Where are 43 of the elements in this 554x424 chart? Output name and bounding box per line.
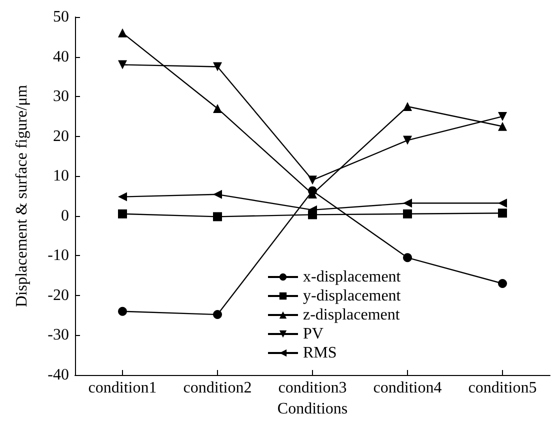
- point: [403, 102, 412, 111]
- y-tick-label: -40: [48, 366, 69, 384]
- x-tick-label: condition4: [373, 380, 442, 396]
- point: [498, 279, 507, 288]
- y-tick-label: 10: [53, 168, 69, 185]
- legend-label: RMS: [303, 344, 337, 362]
- x-tick-label: condition1: [88, 380, 157, 396]
- point: [403, 253, 412, 262]
- y-tick-label: 20: [53, 128, 69, 145]
- point: [403, 198, 412, 208]
- y-tick-label: -30: [48, 326, 69, 344]
- point: [118, 192, 127, 202]
- x-tick-label: condition5: [468, 380, 537, 396]
- point: [213, 212, 222, 222]
- x-axis-title: Conditions: [277, 400, 348, 418]
- point: [213, 310, 222, 320]
- point: [403, 209, 412, 218]
- y-tick-label: 40: [53, 48, 69, 66]
- y-tick-label: 0: [61, 207, 69, 224]
- x-tick-label: condition3: [278, 380, 347, 396]
- point: [118, 60, 127, 70]
- point: [308, 176, 317, 185]
- legend-label: y-displacement: [303, 288, 402, 304]
- point: [213, 62, 222, 72]
- legend-label: PV: [303, 326, 324, 342]
- point: [118, 28, 127, 38]
- y-axis-title: Displacement & surface figure/μm: [14, 84, 30, 308]
- y-tick-label: 30: [53, 88, 69, 106]
- point: [213, 190, 222, 199]
- y-tick-label: -20: [48, 286, 69, 304]
- y-tick-label: 50: [53, 8, 69, 26]
- x-tick-label: condition2: [183, 380, 252, 396]
- point: [213, 104, 222, 113]
- point: [403, 136, 412, 145]
- point: [498, 198, 507, 208]
- point: [498, 112, 507, 121]
- point: [118, 306, 127, 316]
- point: [118, 209, 127, 218]
- legend-label: z-displacement: [303, 306, 400, 324]
- legend-label: x-displacement: [303, 268, 402, 286]
- point: [498, 208, 507, 218]
- point: [498, 122, 507, 131]
- y-tick-label: -10: [48, 247, 69, 264]
